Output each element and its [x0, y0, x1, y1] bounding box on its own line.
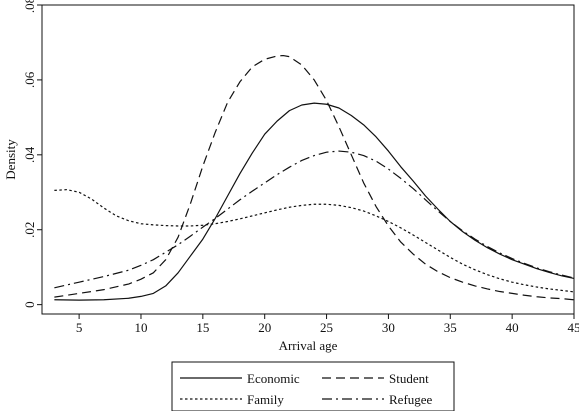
- plot-area: [41, 4, 575, 315]
- x-tick-group: 5 10 15 20 25 30 35 40 45: [76, 314, 579, 335]
- series-layer: [54, 54, 575, 301]
- series-line-economic: [54, 102, 575, 301]
- x-tick-label: 25: [320, 320, 333, 335]
- x-tick-label: 30: [382, 320, 395, 335]
- plot-frame: [41, 4, 575, 315]
- series-line-refugee: [54, 150, 575, 289]
- legend-label-refugee: Refugee: [389, 392, 433, 407]
- x-tick-label: 15: [196, 320, 209, 335]
- x-axis: 5 10 15 20 25 30 35 40 45 Arrival age: [76, 314, 579, 353]
- y-tick-label: .02: [22, 222, 37, 238]
- y-tick-label: 0: [22, 301, 37, 308]
- x-tick-label: 5: [76, 320, 83, 335]
- y-axis-title: Density: [3, 139, 18, 180]
- x-tick-label: 10: [134, 320, 147, 335]
- x-tick-label: 45: [568, 320, 579, 335]
- y-tick-label: .04: [22, 146, 37, 163]
- x-tick-label: 20: [258, 320, 271, 335]
- x-tick-label: 35: [444, 320, 457, 335]
- x-axis-title: Arrival age: [279, 338, 338, 353]
- legend-label-student: Student: [389, 371, 429, 386]
- y-axis: 0 .02 .04 .06 .08 Density: [3, 0, 42, 308]
- x-tick-label: 40: [506, 320, 519, 335]
- y-tick-label: .08: [22, 0, 37, 13]
- legend-items: Economic Student Family Refugee: [180, 371, 433, 407]
- series-line-family: [54, 189, 575, 293]
- series-line-student: [54, 54, 575, 301]
- legend: Economic Student Family Refugee: [171, 361, 455, 411]
- legend-label-family: Family: [247, 392, 284, 407]
- y-tick-group: 0 .02 .04 .06 .08: [22, 0, 42, 308]
- y-tick-label: .06: [22, 71, 37, 88]
- legend-box: [171, 361, 455, 411]
- legend-label-economic: Economic: [247, 371, 300, 386]
